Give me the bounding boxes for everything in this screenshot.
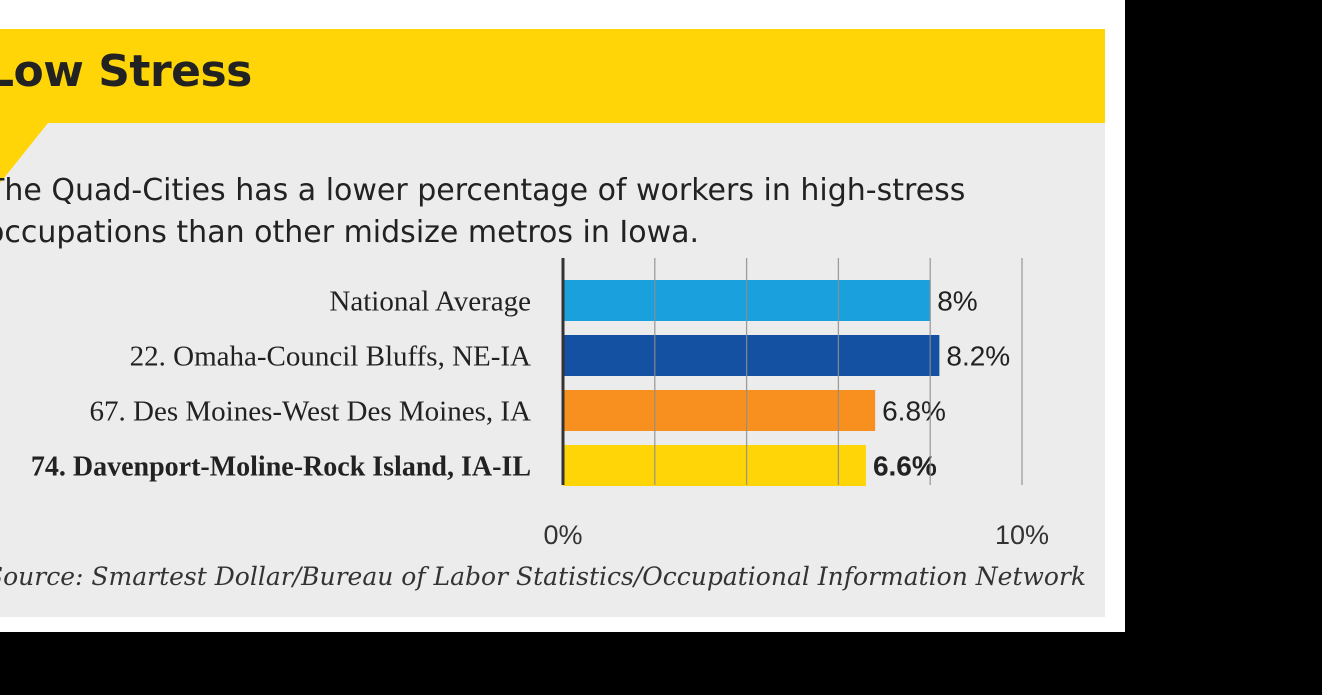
bar-2 <box>563 390 876 431</box>
data-label: 8% <box>937 286 977 317</box>
data-label: 8.2% <box>946 341 1010 372</box>
x-tick-label: 0% <box>543 520 582 550</box>
category-label: 67. Des Moines-West Des Moines, IA <box>90 396 532 428</box>
bar-chart: National Average 8% 22. Omaha-Council Bluf… <box>31 258 1049 550</box>
data-label: 6.6% <box>873 451 937 482</box>
chart-title: Low Stress <box>0 46 252 97</box>
chart-subtitle: The Quad-Cities has a lower percentage o… <box>0 173 966 250</box>
x-tick-label: 10% <box>995 520 1049 550</box>
data-label: 6.8% <box>882 396 946 427</box>
source-note: Source: Smartest Dollar/Bureau of Labor … <box>0 562 1087 591</box>
category-label: National Average <box>329 286 531 318</box>
bar-3 <box>563 445 866 486</box>
category-label: 22. Omaha-Council Bluffs, NE-IA <box>130 341 531 373</box>
title-band <box>0 29 1105 123</box>
title-notch <box>0 123 48 183</box>
category-label: 74. Davenport-Moline-Rock Island, IA-IL <box>31 452 531 483</box>
bar-1 <box>563 335 940 376</box>
